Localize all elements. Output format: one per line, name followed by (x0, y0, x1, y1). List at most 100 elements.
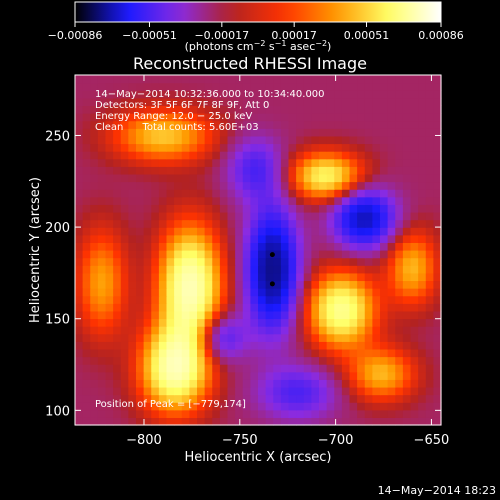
heatmap-cell (174, 211, 183, 221)
heatmap-cell (433, 173, 442, 183)
heatmap-cell (227, 280, 236, 289)
heatmap-cell (319, 196, 328, 205)
heatmap-cell (341, 181, 351, 190)
heatmap-cell (82, 242, 91, 251)
heatmap-cell (265, 151, 274, 160)
heatmap-cell (326, 181, 335, 190)
heatmap-cell (120, 250, 129, 259)
heatmap-cell (303, 326, 312, 335)
heatmap-cell (288, 402, 297, 411)
heatmap-cell (303, 417, 312, 426)
heatmap-cell (380, 394, 389, 403)
heatmap-cell (303, 219, 312, 228)
heatmap-cell (197, 204, 206, 213)
heatmap-cell (258, 75, 267, 84)
heatmap-cell (395, 303, 404, 312)
heatmap-cell (90, 265, 99, 274)
heatmap-cell (143, 75, 152, 84)
heatmap-cell (242, 204, 251, 213)
heatmap-cell (151, 166, 160, 175)
heatmap-cell (357, 257, 366, 266)
heatmap-cell (425, 166, 434, 175)
heatmap-cell (158, 196, 168, 205)
heatmap-cell (357, 219, 366, 228)
heatmap-cell (372, 196, 381, 205)
heatmap-cell (418, 227, 427, 236)
heatmap-cell (189, 143, 198, 152)
heatmap-cell (280, 181, 290, 190)
heatmap-cell (341, 409, 351, 418)
heatmap-cell (235, 333, 244, 342)
heatmap-cell (296, 166, 305, 175)
heatmap-cell (113, 105, 122, 114)
heatmap-cell (219, 265, 229, 274)
heatmap-cell (181, 219, 190, 228)
heatmap-cell (280, 364, 290, 373)
heatmap-cell (181, 204, 190, 213)
heatmap-cell (250, 250, 259, 259)
heatmap-cell (90, 394, 99, 403)
heatmap-cell (136, 295, 145, 304)
heatmap-cell (250, 135, 259, 145)
heatmap-cell (90, 280, 99, 289)
heatmap-cell (151, 288, 160, 297)
heatmap (75, 75, 442, 426)
heatmap-cell (136, 90, 145, 99)
heatmap-cell (425, 364, 434, 373)
heatmap-cell (364, 135, 373, 145)
heatmap-cell (181, 196, 190, 205)
heatmap-cell (120, 356, 129, 365)
heatmap-cell (364, 151, 373, 160)
heatmap-cell (219, 280, 229, 289)
heatmap-cell (189, 295, 198, 304)
heatmap-cell (296, 257, 305, 266)
heatmap-cell (143, 90, 152, 99)
heatmap-cell (120, 173, 129, 183)
heatmap-cell (364, 196, 373, 205)
heatmap-cell (235, 151, 244, 160)
heatmap-cell (136, 402, 145, 411)
heatmap-cell (280, 257, 290, 266)
heatmap-cell (97, 120, 107, 129)
heatmap-cell (105, 265, 114, 274)
heatmap-cell (250, 219, 259, 228)
heatmap-cell (288, 90, 297, 99)
heatmap-cell (158, 105, 168, 114)
heatmap-cell (158, 394, 168, 403)
heatmap-cell (334, 280, 343, 289)
heatmap-cell (242, 394, 251, 403)
heatmap-cell (204, 113, 213, 122)
heatmap-cell (143, 143, 152, 152)
heatmap-cell (433, 272, 442, 282)
heatmap-cell (288, 135, 297, 145)
heatmap-cell (418, 364, 427, 373)
heatmap-cell (136, 409, 145, 418)
heatmap-cell (380, 288, 389, 297)
heatmap-cell (273, 394, 282, 403)
heatmap-cell (387, 113, 396, 122)
heatmap-cell (296, 379, 305, 388)
heatmap-cell (166, 151, 175, 160)
heatmap-cell (372, 143, 381, 152)
heatmap-cell (227, 394, 236, 403)
heatmap-cell (128, 113, 137, 122)
heatmap-cell (174, 151, 183, 160)
heatmap-cell (174, 348, 183, 358)
heatmap-cell (82, 196, 91, 205)
heatmap-cell (357, 417, 366, 426)
heatmap-cell (280, 341, 290, 350)
chart-title: Reconstructed RHESSI Image (133, 54, 367, 73)
heatmap-cell (128, 97, 137, 107)
heatmap-cell (288, 128, 297, 137)
heatmap-cell (387, 341, 396, 350)
heatmap-cell (410, 417, 419, 426)
heatmap-cell (242, 120, 251, 129)
heatmap-cell (235, 120, 244, 129)
heatmap-cell (158, 257, 168, 266)
heatmap-cell (166, 257, 175, 266)
heatmap-cell (227, 90, 236, 99)
heatmap-cell (395, 189, 404, 198)
heatmap-cell (418, 379, 427, 388)
heatmap-cell (418, 288, 427, 297)
heatmap-cell (227, 303, 236, 312)
